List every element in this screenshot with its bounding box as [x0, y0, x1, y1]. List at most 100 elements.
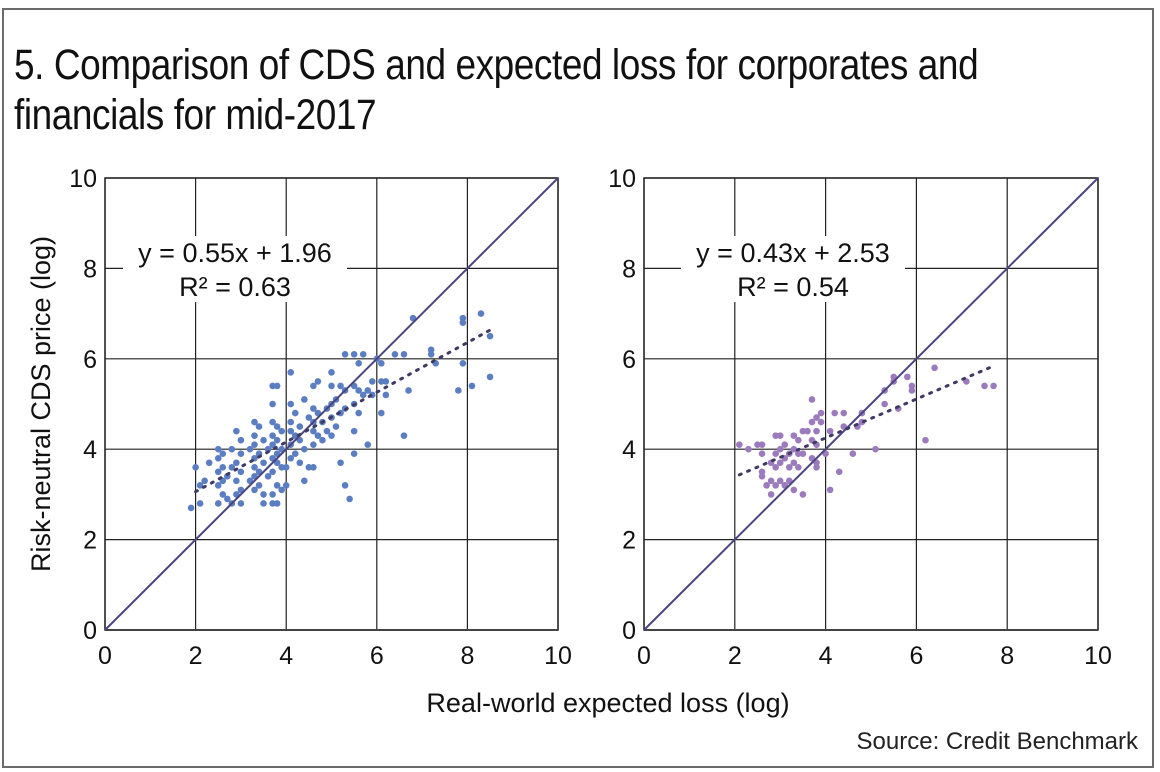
- data-point: [990, 382, 997, 390]
- data-point: [808, 396, 816, 403]
- data-point: [237, 468, 245, 476]
- data-point: [196, 500, 204, 507]
- data-point: [214, 482, 222, 489]
- data-point: [287, 400, 295, 408]
- data-point: [310, 382, 317, 390]
- data-point: [826, 486, 834, 494]
- data-point: [776, 445, 784, 453]
- x-axis-label: Real-world expected loss (log): [426, 688, 789, 718]
- data-point: [758, 450, 766, 458]
- data-point: [305, 414, 313, 421]
- data-point: [455, 387, 462, 394]
- data-point: [736, 441, 743, 448]
- data-point: [337, 459, 344, 467]
- equation-label-bg: [681, 236, 905, 302]
- data-point: [301, 477, 308, 485]
- data-point: [264, 473, 272, 480]
- data-point: [301, 445, 308, 453]
- data-point: [310, 441, 317, 448]
- data-point: [287, 427, 295, 435]
- data-point: [849, 450, 857, 458]
- data-point: [282, 463, 290, 471]
- x-tick-label: 6: [909, 642, 923, 670]
- data-point: [296, 423, 304, 430]
- trendline: [194, 328, 492, 494]
- data-point: [359, 391, 367, 399]
- data-point: [813, 427, 820, 435]
- r-squared-label: R² = 0.63: [179, 272, 291, 302]
- data-point: [795, 450, 802, 458]
- y-tick-label: 6: [622, 346, 636, 374]
- data-point: [922, 436, 929, 444]
- data-point: [355, 387, 362, 394]
- data-point: [382, 391, 390, 399]
- data-point: [291, 409, 299, 417]
- x-tick-label: 4: [279, 642, 293, 670]
- x-tick-label: 8: [460, 642, 474, 670]
- data-point: [355, 360, 362, 367]
- y-tick-label: 0: [83, 617, 97, 645]
- data-point: [314, 432, 322, 439]
- y-axis-label: Risk-neutral CDS price (log): [26, 236, 56, 572]
- data-point: [260, 459, 267, 467]
- y-tick-label: 10: [608, 165, 636, 193]
- data-point: [477, 310, 485, 317]
- data-point: [758, 468, 766, 476]
- data-point: [273, 500, 281, 507]
- data-point: [790, 486, 798, 494]
- chart-title-line-1: 5. Comparison of CDS and expected loss f…: [14, 41, 979, 89]
- data-point: [251, 418, 258, 426]
- data-point: [319, 436, 326, 444]
- data-point: [251, 432, 258, 439]
- data-point: [817, 418, 825, 426]
- data-point: [246, 445, 254, 453]
- data-point: [228, 463, 236, 471]
- data-point: [337, 382, 344, 390]
- data-point: [255, 482, 263, 489]
- data-point: [758, 441, 766, 448]
- data-point: [187, 504, 195, 512]
- data-point: [400, 350, 408, 358]
- data-point: [350, 350, 358, 358]
- source-note: Source: Credit Benchmark: [856, 728, 1138, 755]
- data-point: [214, 454, 222, 462]
- chart-title-line-2: financials for mid-2017: [14, 91, 377, 139]
- data-point: [233, 459, 240, 467]
- data-point: [350, 427, 358, 435]
- data-point: [382, 378, 390, 385]
- data-point: [192, 463, 199, 471]
- data-point: [872, 445, 879, 453]
- data-point: [269, 468, 276, 476]
- data-point: [273, 482, 281, 489]
- data-point: [328, 369, 335, 376]
- data-point: [486, 373, 494, 381]
- data-point: [378, 378, 385, 385]
- y-tick-label: 4: [83, 436, 97, 464]
- x-tick-label: 0: [98, 642, 112, 670]
- data-point: [745, 445, 752, 453]
- data-point: [378, 360, 385, 367]
- data-point: [296, 459, 304, 467]
- data-point: [908, 387, 916, 394]
- data-point: [817, 409, 825, 417]
- data-point: [767, 491, 775, 498]
- data-point: [804, 427, 811, 435]
- data-point: [255, 423, 263, 430]
- data-point: [772, 463, 779, 471]
- data-point: [908, 382, 916, 390]
- data-point: [341, 350, 349, 358]
- data-point: [468, 382, 476, 390]
- data-point: [826, 427, 834, 435]
- data-point: [314, 378, 322, 385]
- data-point: [840, 409, 848, 417]
- data-point: [459, 360, 467, 367]
- x-tick-label: 4: [819, 642, 833, 670]
- data-point: [264, 445, 272, 453]
- y-tick-label: 0: [622, 617, 636, 645]
- data-point: [269, 382, 276, 390]
- data-point: [219, 491, 227, 498]
- data-point: [790, 445, 798, 453]
- data-point: [214, 468, 222, 476]
- y-tick-label: 2: [83, 527, 97, 555]
